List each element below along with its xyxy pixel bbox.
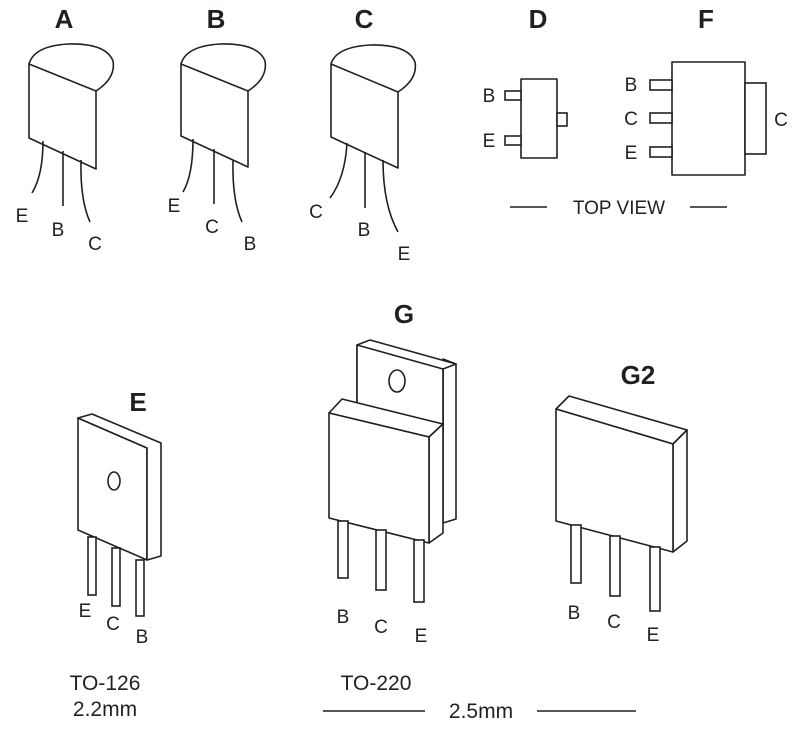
package-g-pin-3-label: E <box>415 626 428 647</box>
package-g-pin-2 <box>375 529 387 591</box>
package-e: E E C B TO-126 2.2mm <box>70 387 162 721</box>
package-b-pin-2-label: C <box>205 217 219 238</box>
package-g-tab-side <box>442 358 457 524</box>
package-g2-pin-2 <box>609 535 621 597</box>
package-d-tab <box>556 112 568 127</box>
package-a-pin-2-label: B <box>52 220 65 241</box>
package-f-tab-label: C <box>774 110 788 131</box>
package-d: D B E <box>483 4 568 159</box>
package-g2-pin-3-label: E <box>647 625 660 646</box>
package-f-tab <box>744 82 767 155</box>
package-b: B E C B <box>168 4 267 255</box>
package-g-title: G <box>394 299 414 329</box>
package-e-caption-size: 2.2mm <box>73 698 137 721</box>
package-f-pin-c <box>649 112 673 124</box>
package-b-title: B <box>207 4 226 34</box>
package-c-pin-3-label: E <box>398 244 411 265</box>
package-b-lead-1 <box>182 138 194 193</box>
package-g2-body <box>555 408 674 553</box>
package-e-pin-1-label: E <box>79 601 92 622</box>
package-g2-body-side <box>672 429 688 553</box>
package-e-pin-3-label: B <box>136 627 149 648</box>
package-g2-pin-2-label: C <box>607 612 621 633</box>
package-f: F B C E C <box>624 4 788 176</box>
package-g-mounting-hole <box>388 369 406 393</box>
package-d-pin-2-label: E <box>483 131 496 152</box>
package-g-pin-3 <box>413 539 425 603</box>
package-f-pin-1-label: B <box>625 75 638 96</box>
package-c-lead-3 <box>382 159 399 233</box>
to220-size-caption: 2.5mm <box>323 700 636 723</box>
to220-size-label: 2.5mm <box>449 700 513 723</box>
package-g-pin-1-label: B <box>337 607 350 628</box>
package-c-pin-1-label: C <box>309 202 323 223</box>
package-g-pin-2-label: C <box>374 617 388 638</box>
package-e-pin-2-label: C <box>106 614 120 635</box>
package-g2-pin-3 <box>649 546 661 612</box>
package-c-pin-2-label: B <box>358 220 371 241</box>
package-d-pin-b <box>504 90 522 101</box>
package-e-title: E <box>129 387 146 417</box>
package-g2-title: G2 <box>621 360 656 390</box>
package-e-pin-3 <box>135 559 145 617</box>
package-g-caption-name: TO-220 <box>341 672 412 695</box>
package-d-pin-e <box>504 135 522 146</box>
package-e-pin-1 <box>87 536 97 596</box>
package-e-pin-2 <box>111 547 121 607</box>
package-g-body <box>328 412 430 544</box>
top-view-caption: TOP VIEW <box>510 198 727 219</box>
package-a-lead-1 <box>31 140 44 194</box>
package-a-body <box>28 43 115 170</box>
package-c-title: C <box>355 4 374 34</box>
package-c-body <box>330 44 417 169</box>
package-b-body <box>180 43 267 168</box>
package-f-body <box>671 61 746 176</box>
package-e-caption-name: TO-126 <box>70 672 141 695</box>
package-d-pin-1-label: B <box>483 86 496 107</box>
package-g-body-side <box>428 423 444 544</box>
package-f-pin-2-label: C <box>624 109 638 130</box>
package-d-body <box>520 78 558 159</box>
package-g: G B C E TO-220 <box>328 299 457 695</box>
package-g2-pin-1-label: B <box>568 603 581 624</box>
package-b-lead-3 <box>232 159 243 223</box>
package-f-pin-b <box>649 79 673 91</box>
top-view-label: TOP VIEW <box>573 198 665 219</box>
package-a: A E B C <box>16 4 115 255</box>
package-f-title: F <box>698 4 714 34</box>
package-g-pin-1 <box>337 520 349 579</box>
package-e-side <box>77 413 162 561</box>
package-b-pin-1-label: E <box>168 196 181 217</box>
package-g2: G2 B C E <box>555 360 688 646</box>
package-a-pin-3-label: C <box>88 234 102 255</box>
package-f-pin-e <box>649 146 673 158</box>
package-c: C C B E <box>309 4 417 265</box>
package-c-lead-1 <box>329 142 348 199</box>
package-g2-pin-1 <box>570 524 582 584</box>
package-d-title: D <box>529 4 548 34</box>
package-a-lead-3 <box>80 159 91 223</box>
package-a-title: A <box>55 4 74 34</box>
package-e-mounting-hole <box>107 471 121 491</box>
package-f-pin-3-label: E <box>625 143 638 164</box>
package-a-pin-1-label: E <box>16 206 29 227</box>
package-b-pin-3-label: B <box>244 234 257 255</box>
